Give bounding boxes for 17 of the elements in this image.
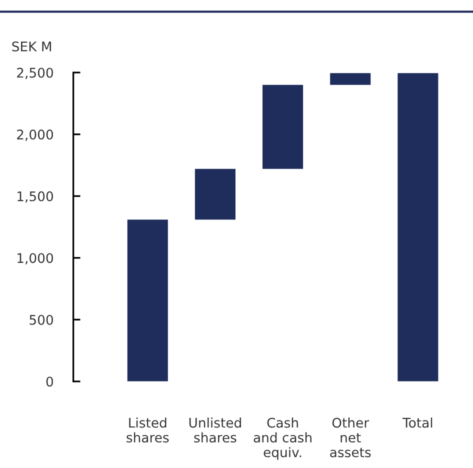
x-tick-label: Cash and cash equiv. xyxy=(254,418,312,460)
bar xyxy=(330,73,371,85)
bar xyxy=(194,168,236,220)
y-tick-label: 0 xyxy=(46,376,53,387)
bar xyxy=(262,84,304,169)
y-tick-label: 2,000 xyxy=(17,130,53,141)
x-tick-label: Other net assets xyxy=(330,418,371,458)
y-tick-label: 500 xyxy=(30,314,53,325)
bar xyxy=(127,220,168,382)
x-tick-label: Listed shares xyxy=(126,418,169,443)
y-tick-label: 1,000 xyxy=(18,253,53,264)
x-tick-label: Total xyxy=(402,418,432,428)
y-tick-label: 2,500 xyxy=(17,68,53,80)
x-tick-label: Unlisted shares xyxy=(189,418,241,443)
y-axis-title: SEK M xyxy=(12,41,52,52)
y-tick-label: 1,500 xyxy=(18,191,53,203)
bar xyxy=(398,73,438,382)
